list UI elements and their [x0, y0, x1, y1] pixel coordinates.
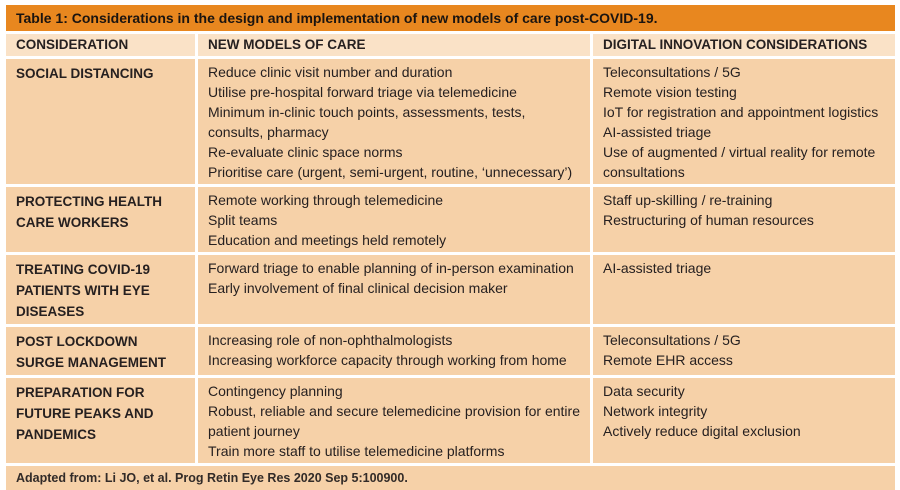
- digital-innovation-item: Use of augmented / virtual reality for r…: [603, 144, 876, 180]
- digital-innovation-cell: Teleconsultations / 5G Remote EHR access: [593, 327, 895, 375]
- new-models-item: Minimum in-clinic touch points, assessme…: [208, 104, 526, 140]
- source-citation: Adapted from: Li JO, et al. Prog Retin E…: [6, 466, 895, 490]
- new-models-item: Increasing role of non-ophthalmologists: [208, 332, 453, 348]
- new-models-cell: Reduce clinic visit number and duration U…: [198, 59, 590, 184]
- consideration-cell: POST LOCKDOWN SURGE MANAGEMENT: [6, 327, 195, 375]
- new-models-item: Utilise pre-hospital forward triage via …: [208, 84, 517, 100]
- digital-innovation-cell: Data security Network integrity Actively r…: [593, 378, 895, 463]
- new-models-item: Re-evaluate clinic space norms: [208, 144, 403, 160]
- new-models-item: Robust, reliable and secure telemedicine…: [208, 403, 580, 439]
- new-models-item: Reduce clinic visit number and duration: [208, 64, 453, 80]
- new-models-item: Forward triage to enable planning of in-…: [208, 260, 574, 276]
- consideration-cell: TREATING COVID-19 PATIENTS WITH EYE DISE…: [6, 255, 195, 324]
- digital-innovation-cell: Staff up-skilling / re-training Restructu…: [593, 187, 895, 252]
- digital-innovation-item: AI-assisted triage: [603, 260, 712, 276]
- digital-innovation-item: Teleconsultations / 5G: [603, 332, 741, 348]
- column-header-digital-innovation: DIGITAL INNOVATION CONSIDERATIONS: [593, 34, 895, 56]
- consideration-label: POST LOCKDOWN SURGE MANAGEMENT: [16, 334, 167, 370]
- digital-innovation-item: Restructuring of human resources: [603, 212, 814, 228]
- digital-innovation-item: Remote vision testing: [603, 84, 737, 100]
- new-models-item: Split teams: [208, 212, 278, 228]
- considerations-table: Table 1: Considerations in the design an…: [6, 5, 895, 490]
- consideration-label: PROTECTING HEALTH CARE WORKERS: [16, 194, 162, 230]
- digital-innovation-item: Staff up-skilling / re-training: [603, 192, 773, 208]
- consideration-label: TREATING COVID-19 PATIENTS WITH EYE DISE…: [16, 262, 151, 319]
- digital-innovation-item: Data security: [603, 383, 685, 399]
- consideration-label: SOCIAL DISTANCING: [16, 66, 154, 81]
- new-models-item: Contingency planning: [208, 383, 343, 399]
- digital-innovation-item: AI-assisted triage: [603, 124, 712, 140]
- digital-innovation-item: IoT for registration and appointment log…: [603, 104, 879, 120]
- column-header-new-models: NEW MODELS OF CARE: [198, 34, 590, 56]
- consideration-label: PREPARATION FOR FUTURE PEAKS AND PANDEMI…: [16, 385, 154, 442]
- consideration-cell: PROTECTING HEALTH CARE WORKERS: [6, 187, 195, 252]
- new-models-cell: Remote working through telemedicine Split…: [198, 187, 590, 252]
- new-models-item: Increasing workforce capacity through wo…: [208, 352, 567, 368]
- new-models-cell: Contingency planning Robust, reliable and…: [198, 378, 590, 463]
- table-title: Table 1: Considerations in the design an…: [6, 5, 895, 31]
- new-models-cell: Increasing role of non-ophthalmologists I…: [198, 327, 590, 375]
- digital-innovation-item: Remote EHR access: [603, 352, 733, 368]
- consideration-cell: SOCIAL DISTANCING: [6, 59, 195, 184]
- new-models-cell: Forward triage to enable planning of in-…: [198, 255, 590, 324]
- new-models-item: Remote working through telemedicine: [208, 192, 444, 208]
- digital-innovation-cell: Teleconsultations / 5G Remote vision test…: [593, 59, 895, 184]
- digital-innovation-item: Actively reduce digital exclusion: [603, 423, 801, 439]
- new-models-item: Education and meetings held remotely: [208, 232, 447, 248]
- new-models-item: Early involvement of final clinical deci…: [208, 280, 508, 296]
- column-header-consideration: CONSIDERATION: [6, 34, 195, 56]
- digital-innovation-cell: AI-assisted triage: [593, 255, 895, 324]
- table-grid: Table 1: Considerations in the design an…: [6, 5, 895, 490]
- digital-innovation-item: Teleconsultations / 5G: [603, 64, 741, 80]
- new-models-item: Train more staff to utilise telemedicine…: [208, 443, 505, 459]
- digital-innovation-item: Network integrity: [603, 403, 708, 419]
- new-models-item: Prioritise care (urgent, semi-urgent, ro…: [208, 164, 573, 180]
- consideration-cell: PREPARATION FOR FUTURE PEAKS AND PANDEMI…: [6, 378, 195, 463]
